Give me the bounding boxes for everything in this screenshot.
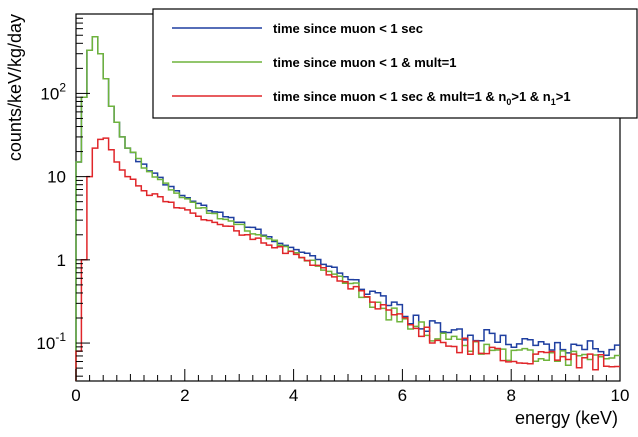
y-tick-label: 10 (47, 168, 66, 187)
y-axis-title: counts/keV/kg/day (5, 14, 25, 161)
legend-box (152, 8, 638, 119)
legend: time since muon < 1 sec time since muon <… (152, 8, 638, 119)
x-tick-label: 6 (398, 386, 407, 405)
x-axis-title: energy (keV) (515, 408, 618, 428)
legend-label-1: time since muon < 1 sec (273, 21, 423, 36)
x-tick-label: 0 (71, 386, 80, 405)
y-tick-label: 1 (57, 251, 66, 270)
series-layer (75, 35, 620, 381)
y-tick-label: 10-1 (36, 330, 66, 353)
x-tick-label: 2 (180, 386, 189, 405)
legend-entries: time since muon < 1 sec time since muon <… (172, 21, 571, 107)
legend-label-3: time since muon < 1 sec & mult=1 & n0>1 … (273, 89, 571, 107)
tick-layer: 0 2 4 6 8 10 10-1 1 10 102 (36, 13, 630, 405)
series-line-1 (75, 35, 620, 381)
x-tick-label: 10 (611, 386, 630, 405)
y-tick-label: 102 (40, 80, 66, 103)
x-tick-label: 8 (506, 386, 515, 405)
x-tick-label: 4 (289, 386, 298, 405)
series-line-3 (75, 137, 620, 381)
legend-label-2: time since muon < 1 & mult=1 (273, 55, 457, 70)
